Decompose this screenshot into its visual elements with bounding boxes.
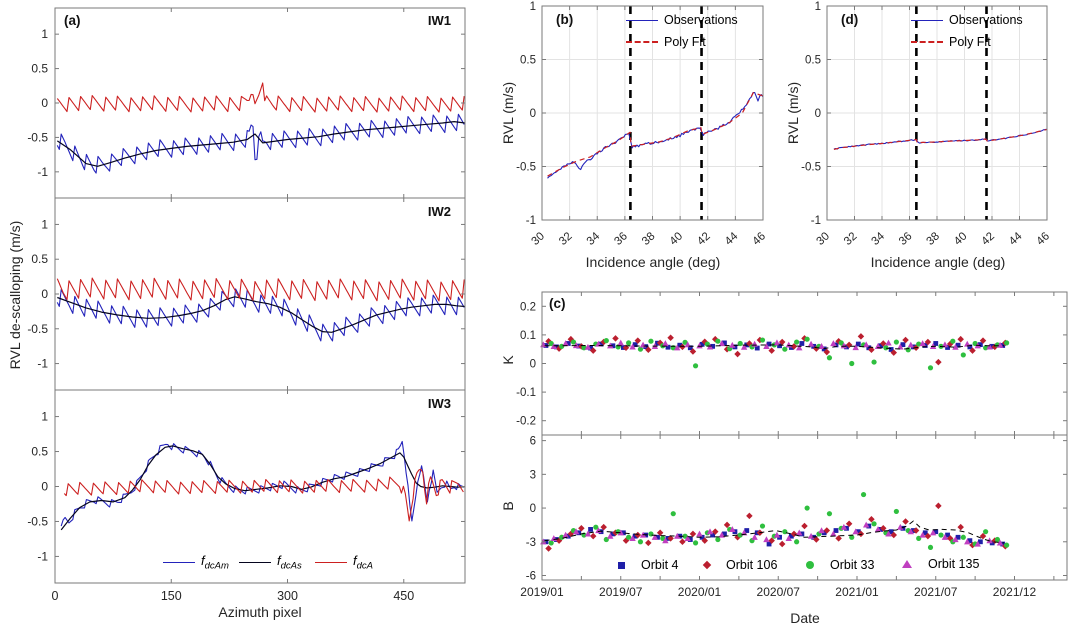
- svg-text:-0.5: -0.5: [27, 322, 48, 336]
- panel-d: 30 32 34 36 38 40 42 44 46 -1 -0.5 0 0.5 1: [801, 1, 1052, 248]
- svg-text:1: 1: [41, 217, 48, 231]
- svg-text:450: 450: [393, 589, 414, 603]
- svg-text:40: 40: [952, 230, 970, 247]
- svg-text:2019/07: 2019/07: [599, 585, 643, 599]
- svg-text:0: 0: [41, 480, 48, 494]
- svg-text:3: 3: [530, 469, 536, 481]
- svg-text:0: 0: [530, 503, 536, 515]
- scatter-orbit-orbit-33: [548, 336, 1010, 371]
- svg-text:2021/12: 2021/12: [993, 585, 1037, 599]
- svg-text:34: 34: [585, 230, 603, 248]
- svg-text:1: 1: [41, 27, 48, 41]
- svg-text:-0.2: -0.2: [516, 416, 536, 428]
- panel-a-iw3: 1 0.5 0 -0.5 -1 0 150 300 450: [27, 389, 466, 603]
- svg-text:2020/07: 2020/07: [757, 585, 801, 599]
- svg-text:30: 30: [814, 230, 832, 247]
- svg-text:36: 36: [612, 230, 630, 247]
- svg-text:46: 46: [1034, 230, 1052, 247]
- svg-text:1: 1: [815, 1, 821, 13]
- svg-text:32: 32: [557, 230, 575, 247]
- svg-text:-1: -1: [37, 357, 48, 371]
- svg-text:-6: -6: [526, 571, 536, 583]
- svg-text:42: 42: [695, 230, 713, 247]
- svg-text:0: 0: [41, 96, 48, 110]
- svg-text:0.1: 0.1: [520, 330, 536, 342]
- svg-text:0.5: 0.5: [31, 62, 48, 76]
- svg-text:-1: -1: [811, 215, 821, 227]
- svg-text:0: 0: [815, 108, 821, 120]
- svg-text:2021/07: 2021/07: [914, 585, 958, 599]
- svg-text:30: 30: [529, 230, 547, 247]
- svg-text:0: 0: [41, 287, 48, 301]
- svg-text:-0.5: -0.5: [27, 514, 48, 528]
- scatter-orbit-orbit-106: [545, 333, 1009, 366]
- svg-text:0.5: 0.5: [520, 55, 536, 67]
- svg-text:0.5: 0.5: [805, 55, 821, 67]
- svg-text:-3: -3: [526, 537, 536, 549]
- svg-text:2020/01: 2020/01: [678, 585, 722, 599]
- svg-text:0.5: 0.5: [31, 445, 48, 459]
- svg-text:42: 42: [979, 230, 997, 247]
- svg-text:300: 300: [277, 589, 298, 603]
- svg-text:-1: -1: [37, 165, 48, 179]
- scatter-orbit-orbit-33: [548, 491, 1010, 551]
- svg-text:44: 44: [723, 230, 741, 248]
- svg-text:0: 0: [530, 359, 536, 371]
- svg-text:-1: -1: [37, 549, 48, 563]
- svg-text:-0.5: -0.5: [801, 162, 821, 174]
- svg-text:-1: -1: [526, 215, 536, 227]
- panel-a-iw1: 1 0.5 0 -0.5 -1: [27, 7, 466, 199]
- scatter-orbit-orbit-106: [545, 502, 1009, 552]
- svg-text:0.2: 0.2: [520, 301, 536, 313]
- svg-text:2021/01: 2021/01: [835, 585, 879, 599]
- svg-text:38: 38: [640, 230, 658, 247]
- svg-text:34: 34: [869, 230, 887, 248]
- panel-b: 30 32 34 36 38 40 42 44 46 -1 -0.5 0 0.5 1: [516, 1, 768, 248]
- svg-text:-0.1: -0.1: [516, 387, 536, 399]
- svg-text:32: 32: [842, 230, 860, 247]
- svg-text:40: 40: [668, 230, 686, 247]
- svg-text:0: 0: [530, 108, 536, 120]
- svg-text:-0.5: -0.5: [27, 130, 48, 144]
- svg-text:1: 1: [530, 1, 536, 13]
- panel-c-b: 6 3 0 -3 -6 2019/01 2019/07 2020/01 2020/07 2021/…: [520, 434, 1068, 599]
- svg-text:150: 150: [161, 589, 182, 603]
- panel-a-iw2: 1 0.5 0 -0.5 -1: [27, 197, 466, 391]
- svg-text:1: 1: [41, 410, 48, 424]
- svg-text:44: 44: [1007, 230, 1025, 248]
- svg-text:2019/01: 2019/01: [520, 585, 564, 599]
- svg-text:36: 36: [897, 230, 915, 247]
- svg-text:-0.5: -0.5: [516, 162, 536, 174]
- svg-text:46: 46: [750, 230, 768, 247]
- svg-text:0.5: 0.5: [31, 252, 48, 266]
- panel-c-k: 0.2 0.1 0 -0.1 -0.2: [516, 291, 1068, 436]
- svg-text:38: 38: [924, 230, 942, 247]
- svg-text:6: 6: [530, 436, 536, 448]
- svg-text:0: 0: [52, 589, 59, 603]
